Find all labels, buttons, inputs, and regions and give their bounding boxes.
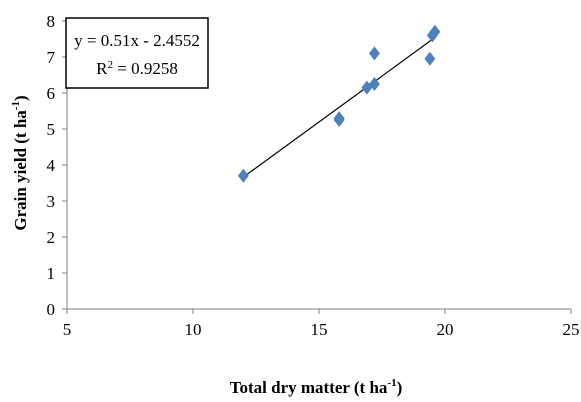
y-tick-label: 8 bbox=[47, 12, 56, 31]
x-tick-label: 20 bbox=[437, 320, 454, 339]
x-tick-label: 5 bbox=[63, 320, 72, 339]
x-tick-label: 25 bbox=[563, 320, 580, 339]
y-tick-label: 7 bbox=[47, 48, 56, 67]
y-tick-label: 0 bbox=[47, 300, 56, 319]
trendline bbox=[243, 37, 436, 178]
x-tick-label: 10 bbox=[185, 320, 202, 339]
y-tick-label: 3 bbox=[47, 192, 56, 211]
y-tick-label: 2 bbox=[47, 228, 56, 247]
x-axis-title: Total dry matter (t ha-1) bbox=[230, 377, 403, 397]
y-axis-title: Grain yield (t ha-1) bbox=[10, 95, 30, 230]
y-tick-label: 6 bbox=[47, 84, 56, 103]
data-point bbox=[333, 113, 345, 127]
x-axis-ticks: 5 10 15 20 25 bbox=[63, 309, 580, 339]
y-axis-ticks: 0 1 2 3 4 5 6 7 8 bbox=[47, 12, 67, 319]
y-tick-label: 4 bbox=[47, 156, 56, 175]
x-tick-label: 15 bbox=[311, 320, 328, 339]
trend-equation: y = 0.51x - 2.4552 bbox=[74, 31, 200, 50]
linear-trendline bbox=[243, 37, 436, 178]
data-point bbox=[368, 46, 380, 61]
data-point bbox=[237, 168, 249, 183]
r-squared-label: R2 = 0.9258 bbox=[96, 59, 178, 78]
data-point bbox=[424, 51, 436, 66]
y-tick-label: 1 bbox=[47, 264, 56, 283]
data-point bbox=[429, 24, 441, 39]
data-point bbox=[368, 77, 380, 91]
equation-box: y = 0.51x - 2.4552 R2 = 0.9258 bbox=[65, 17, 209, 89]
data-points bbox=[237, 24, 441, 183]
y-tick-label: 5 bbox=[47, 120, 56, 139]
